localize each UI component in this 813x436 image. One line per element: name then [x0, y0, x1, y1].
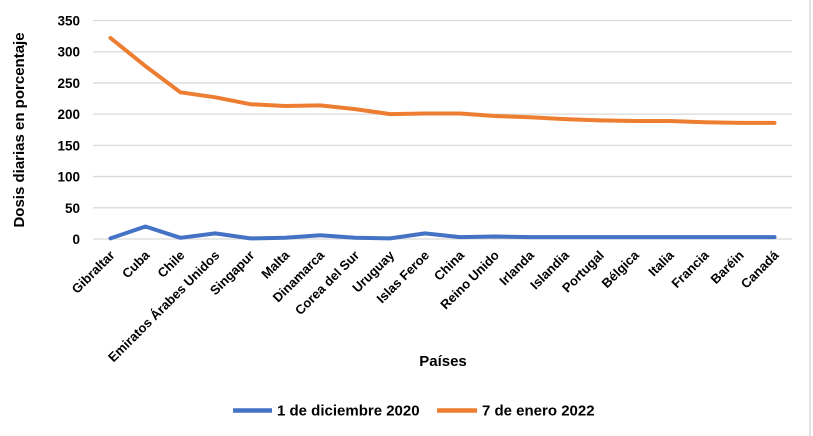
- legend-item-series-2[interactable]: 7 de enero 2022: [437, 403, 595, 420]
- x-axis-category-label: Italia: [645, 247, 677, 279]
- x-axis-category-label: Gibraltar: [69, 248, 118, 297]
- y-axis-tick-label: 200: [57, 107, 80, 122]
- gridlines-layer: [93, 19, 792, 240]
- x-axis-category-label: Canadá: [738, 247, 782, 291]
- legend-label-series-1: 1 de diciembre 2020: [277, 403, 420, 420]
- y-axis-tick-labels-layer: 350 300 250 200 150 100 50 0: [57, 14, 80, 248]
- x-axis-category-label: Francia: [668, 247, 712, 291]
- y-axis-tick-label: 300: [57, 45, 80, 60]
- y-axis-tick-label: 250: [57, 76, 80, 91]
- series-line-1[interactable]: [108, 224, 777, 241]
- y-axis-tick-label: 50: [65, 201, 80, 216]
- x-axis-category-label: Bélgica: [599, 247, 643, 291]
- y-axis-title: Dosis diarias en porcentaje: [11, 32, 28, 227]
- y-axis-tick-label: 100: [57, 170, 80, 185]
- y-axis-tick-label: 350: [57, 14, 80, 29]
- legend-item-series-1[interactable]: 1 de diciembre 2020: [233, 403, 420, 420]
- x-axis-title: Países: [419, 353, 467, 370]
- x-axis-category-label: Cuba: [119, 247, 153, 281]
- series-line-2[interactable]: [108, 36, 777, 125]
- series-layer: [108, 36, 777, 241]
- y-axis-tick-label: 150: [57, 138, 80, 153]
- y-axis-tick-label: 0: [72, 232, 80, 247]
- legend: 1 de diciembre 2020 7 de enero 2022: [233, 403, 595, 420]
- legend-label-series-2: 7 de enero 2022: [482, 403, 595, 420]
